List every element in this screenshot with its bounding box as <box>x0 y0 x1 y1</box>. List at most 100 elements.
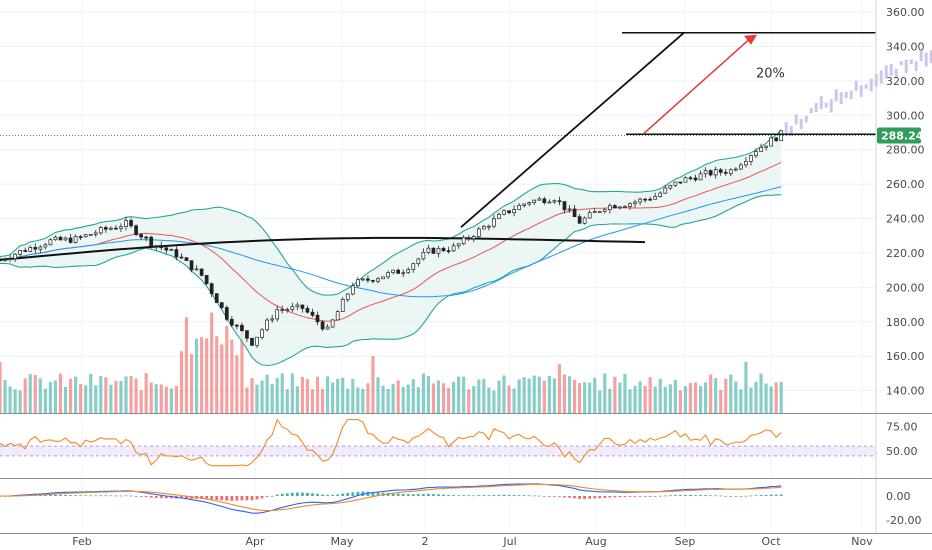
candle <box>204 275 209 286</box>
candle <box>481 224 486 230</box>
candle <box>194 265 199 271</box>
macd-histogram-bar <box>618 496 622 498</box>
projected-bar <box>844 91 848 99</box>
candle-body <box>456 243 461 247</box>
macd-histogram-bar <box>215 496 219 501</box>
volume-bar <box>482 378 486 413</box>
volume-bars <box>0 312 783 413</box>
candle <box>628 202 632 210</box>
candle <box>577 214 582 224</box>
candle <box>350 282 355 296</box>
candle-body <box>537 198 542 201</box>
volume-bar <box>220 344 224 413</box>
volume-bar <box>295 386 299 413</box>
long-ma-line <box>0 236 646 261</box>
volume-bar <box>467 389 471 413</box>
candle <box>164 247 169 254</box>
macd-histogram-bar <box>673 495 677 496</box>
macd-histogram-bar <box>99 495 103 497</box>
volume-bar <box>512 388 516 413</box>
lower-band <box>0 194 782 367</box>
macd-histogram-bar <box>598 496 602 499</box>
macd-histogram-bar <box>149 496 153 498</box>
volume-bar <box>225 326 229 413</box>
candle <box>527 201 532 207</box>
macd-histogram-bar <box>462 495 466 496</box>
macd-histogram-bar <box>699 495 702 496</box>
candle-body <box>270 318 275 321</box>
candle <box>703 167 708 178</box>
price-tick-label: 200.00 <box>886 281 925 294</box>
candle <box>618 206 622 210</box>
macd-histogram-bar <box>502 494 506 496</box>
projected-bar <box>929 50 932 64</box>
volume-bar <box>371 356 375 413</box>
candle <box>305 305 310 314</box>
candle <box>693 174 698 182</box>
candle <box>295 302 300 311</box>
volume-bar <box>492 390 496 413</box>
candle-body <box>53 236 58 241</box>
candle <box>0 257 2 262</box>
volume-bar <box>416 387 420 413</box>
candle-body <box>688 177 693 180</box>
candle <box>466 235 471 242</box>
candle-body <box>154 245 159 247</box>
candle <box>708 169 713 177</box>
candle <box>214 293 219 303</box>
candle-body <box>219 302 224 308</box>
candle-body <box>345 293 350 300</box>
macd-histogram-bar <box>164 496 168 499</box>
candle <box>713 166 718 179</box>
candle <box>3 257 7 263</box>
band-fill <box>0 129 782 366</box>
date-tick-label: 2 <box>422 535 429 548</box>
candle-body <box>376 278 380 282</box>
volume-bar <box>557 364 562 413</box>
last-price-badge <box>877 127 921 144</box>
macd-histogram-bar <box>689 494 692 496</box>
macd-histogram-bar <box>608 496 612 498</box>
candle <box>58 235 63 241</box>
volume-bar <box>688 383 693 413</box>
volume-bar <box>260 380 264 413</box>
candle <box>476 226 481 239</box>
rsi-line <box>0 418 782 467</box>
volume-bar <box>114 380 118 413</box>
candle-body <box>124 220 128 228</box>
candle-body <box>638 198 642 203</box>
candle <box>602 208 607 214</box>
macd-histogram-bar <box>366 491 370 496</box>
candle-body <box>542 198 547 204</box>
volume-bar <box>487 387 491 413</box>
macd-histogram-bar <box>729 495 733 497</box>
volume-bar <box>411 379 415 413</box>
volume-bar <box>421 373 425 413</box>
macd-histogram-bar <box>558 496 561 497</box>
volume-bar <box>255 384 259 413</box>
projected-bar <box>789 125 793 137</box>
candle <box>623 205 627 208</box>
volume-bar <box>184 317 189 413</box>
volume-bar <box>436 380 441 413</box>
drawings: 20% <box>0 31 876 228</box>
volume-bar <box>331 382 335 413</box>
volume-bar <box>522 377 526 413</box>
candle-body <box>3 259 7 261</box>
candle <box>749 154 753 166</box>
candle-body <box>350 285 355 295</box>
macd-histogram-bar <box>84 495 88 497</box>
volume-bar <box>391 383 395 413</box>
macd-histogram-bar <box>704 495 707 496</box>
macd-histogram-bar <box>416 494 420 496</box>
date-tick-label: Aug <box>585 535 606 548</box>
volume-bar <box>406 384 410 413</box>
candle <box>48 238 53 246</box>
volume-bar <box>562 374 567 413</box>
macd-histogram-bar <box>653 495 657 497</box>
macd-histogram-bar <box>396 493 400 496</box>
price-tick-label: 340.00 <box>886 40 925 53</box>
candle-body <box>204 275 209 285</box>
macd-histogram-bar <box>235 496 239 501</box>
